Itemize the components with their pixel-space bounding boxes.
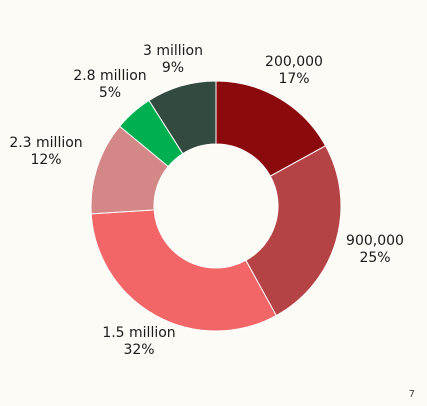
- donut-slice: [245, 145, 342, 317]
- slice-percent-label: 17%: [278, 71, 309, 87]
- slice-percent-label: 32%: [123, 342, 154, 358]
- slice-value-label: 900,000: [346, 233, 404, 249]
- donut-slice: [148, 80, 217, 155]
- slice-percent-label: 5%: [99, 85, 121, 101]
- slice-percent-label: 12%: [30, 152, 61, 168]
- slice-value-label: 1.5 million: [102, 325, 175, 341]
- donut-slice: [90, 209, 277, 332]
- slice-percent-label: 25%: [359, 250, 390, 266]
- slice-percent-label: 9%: [162, 60, 184, 76]
- slice-value-label: 2.8 million: [73, 68, 146, 84]
- slice-value-label: 2.3 million: [9, 135, 82, 151]
- page-number: 7: [408, 389, 415, 400]
- slice-value-label: 3 million: [143, 43, 203, 59]
- slice-value-label: 200,000: [265, 54, 323, 70]
